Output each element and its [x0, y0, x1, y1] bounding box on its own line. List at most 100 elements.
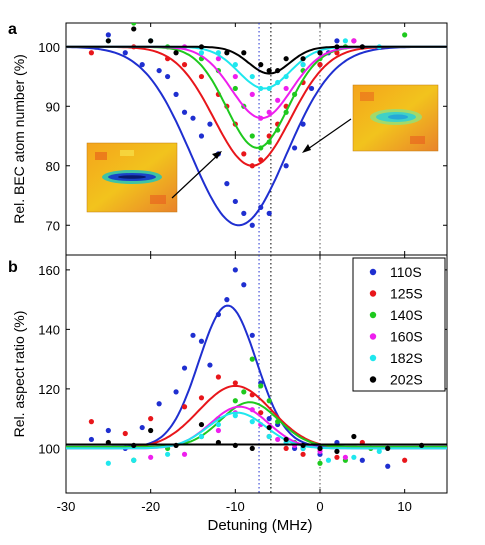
legend-marker-140S: [369, 311, 377, 319]
data-point-b-110S-7: [190, 332, 196, 338]
panel-label-a: a: [8, 21, 17, 38]
data-point-b-110S-9: [207, 362, 213, 368]
data-point-b-202S-14: [385, 445, 391, 451]
ytick-label-b-2: 140: [38, 322, 60, 337]
arrow-left-head: [212, 151, 222, 159]
data-point-b-202S-8: [266, 424, 272, 431]
data-point-a-125S-8: [241, 151, 247, 157]
plot-area-a: [66, 23, 447, 228]
fit-curve-b-182S: [66, 411, 447, 450]
data-point-a-182S-3: [215, 50, 221, 56]
data-point-a-110S-6: [181, 109, 188, 115]
data-point-b-182S-3: [198, 433, 205, 440]
data-point-b-202S-6: [232, 442, 238, 448]
ytick-label-a-2: 90: [46, 99, 60, 114]
arrow-left-line: [171, 152, 221, 199]
data-point-a-202S-12: [317, 50, 323, 56]
absorption-image-right: [352, 84, 439, 152]
data-point-b-182S-11: [351, 454, 357, 460]
fit-curve-a-202S: [66, 45, 447, 75]
data-point-b-125S-3: [181, 404, 188, 410]
data-point-a-202S-8: [266, 67, 272, 74]
data-point-a-140S-8: [266, 139, 272, 145]
data-point-a-202S-0: [105, 38, 111, 44]
data-point-b-110S-14: [249, 332, 255, 338]
data-point-a-182S-9: [283, 73, 289, 80]
data-point-a-160S-1: [215, 56, 221, 62]
data-point-b-160S-6: [275, 436, 281, 443]
data-point-b-140S-6: [249, 356, 255, 362]
data-point-b-202S-2: [148, 427, 154, 434]
data-point-b-202S-1: [131, 442, 137, 448]
data-point-b-125S-4: [198, 395, 205, 401]
panel-b-plot: 100 120 140 160 -30 -20 -10 0 10 Rel. aspect rati…: [11, 254, 448, 514]
data-point-a-110S-12: [232, 198, 238, 205]
data-point-b-110S-12: [232, 267, 238, 273]
data-point-a-160S-7: [283, 85, 289, 92]
data-point-a-125S-9: [249, 163, 255, 169]
data-point-a-182S-6: [258, 85, 264, 92]
data-point-a-125S-0: [88, 50, 94, 56]
xtick-label-4: 10: [397, 499, 411, 514]
data-point-a-202S-9: [275, 67, 281, 74]
data-point-a-110S-2: [139, 62, 145, 68]
data-point-a-160S-5: [266, 109, 272, 115]
data-point-a-160S-2: [232, 73, 238, 80]
data-point-b-160S-9: [342, 454, 348, 460]
data-point-a-110S-17: [283, 163, 289, 169]
legend-label-160S: 160S: [390, 329, 423, 345]
legend-label-125S: 125S: [390, 286, 423, 302]
data-point-a-125S-10: [258, 157, 264, 163]
data-point-b-202S-5: [215, 439, 221, 446]
data-point-a-110S-13: [241, 210, 247, 216]
data-point-b-202S-13: [351, 433, 357, 440]
legend-marker-202S: [369, 376, 377, 383]
data-point-a-110S-19: [300, 121, 306, 127]
data-point-a-110S-15: [258, 204, 264, 211]
data-point-a-202S-5: [224, 50, 230, 56]
data-point-b-125S-0: [88, 419, 94, 425]
data-point-a-110S-8: [198, 133, 205, 139]
data-point-b-110S-0: [88, 436, 94, 443]
data-point-b-125S-7: [249, 392, 255, 398]
data-point-b-110S-22: [359, 457, 365, 463]
data-point-b-125S-15: [402, 457, 408, 463]
data-point-a-202S-6: [241, 50, 247, 56]
data-point-b-125S-6: [232, 380, 238, 386]
data-point-a-125S-2: [165, 56, 171, 62]
data-point-a-125S-15: [317, 62, 323, 68]
data-point-a-202S-11: [300, 56, 306, 62]
data-point-a-182S-2: [198, 50, 205, 56]
legend-marker-110S: [369, 268, 377, 276]
arrow-right-head: [302, 144, 311, 153]
data-point-a-140S-15: [402, 32, 408, 38]
data-point-b-182S-5: [232, 413, 238, 419]
data-point-b-110S-6: [181, 365, 188, 371]
data-point-a-160S-6: [275, 97, 281, 103]
data-point-b-110S-13: [241, 282, 247, 288]
data-point-b-182S-12: [376, 448, 382, 454]
data-point-a-110S-5: [173, 91, 179, 97]
data-point-a-110S-3: [156, 67, 162, 74]
legend-label-202S: 202S: [390, 372, 423, 388]
data-point-b-110S-5: [173, 389, 179, 395]
data-point-b-140S-7: [258, 383, 264, 389]
data-point-b-182S-6: [249, 419, 255, 425]
legend-marker-160S: [369, 333, 377, 340]
axes-frame-b: [65, 254, 448, 494]
data-point-b-110S-10: [215, 311, 221, 318]
fit-curve-a-110S: [66, 45, 447, 227]
fit-curve-b-140S: [66, 401, 447, 448]
panel-a-plot: 70 80 90 100 Rel. BEC atom number (%): [11, 22, 448, 256]
data-point-b-110S-23: [385, 463, 391, 469]
data-point-b-182S-2: [165, 451, 171, 457]
data-point-b-110S-11: [224, 297, 230, 303]
data-point-a-125S-4: [198, 73, 205, 80]
data-point-b-125S-8: [258, 410, 264, 416]
data-point-a-110S-18: [292, 145, 298, 151]
data-point-a-140S-0: [131, 23, 137, 26]
data-point-a-202S-14: [359, 44, 365, 50]
data-point-b-202S-15: [419, 442, 425, 448]
data-point-b-160S-4: [249, 407, 255, 413]
